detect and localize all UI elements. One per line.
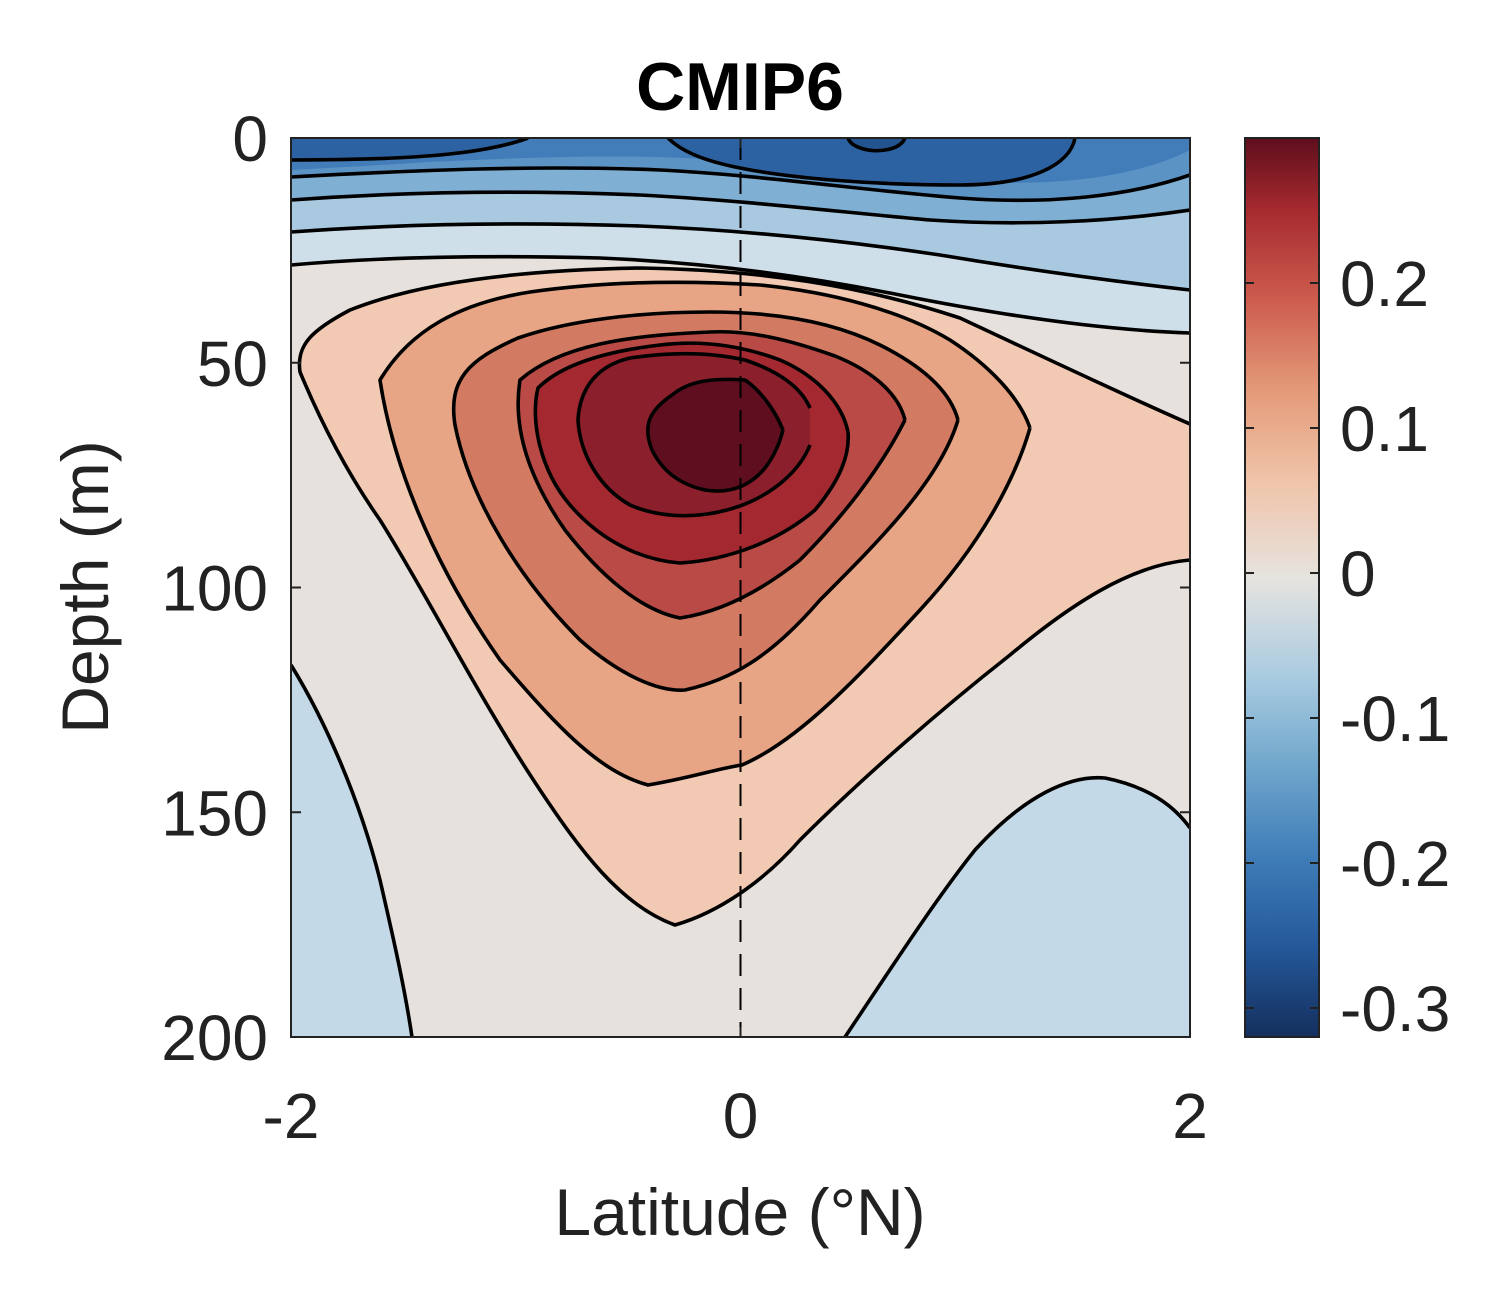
- colorbar-tick-label: -0.3: [1340, 973, 1450, 1045]
- contour-line: [666, 138, 1077, 187]
- colorbar-tick-label: 0: [1340, 538, 1376, 610]
- contour-line: [846, 138, 907, 153]
- contour-line: [297, 266, 1190, 927]
- contour-line: [291, 138, 529, 162]
- contour-line: [646, 377, 785, 493]
- contour-line: [291, 254, 1190, 335]
- y-tick-label: 0: [232, 103, 268, 175]
- y-tick-label: 50: [197, 328, 268, 400]
- y-tick-label: 200: [161, 1002, 268, 1074]
- colorbar-tick-label: 0.2: [1340, 248, 1429, 320]
- x-tick-label: 0: [723, 1080, 759, 1152]
- y-tick-label: 100: [161, 553, 268, 625]
- contour-line: [291, 166, 1190, 203]
- contour-line: [291, 190, 1190, 225]
- contour-band-core: [647, 379, 783, 492]
- chart-title: CMIP6: [636, 49, 844, 125]
- contour-line: [516, 329, 907, 620]
- contour-line: [291, 664, 414, 1037]
- contour-line: [378, 280, 1032, 787]
- contour-band-deep-right: [845, 777, 1190, 1037]
- contour-band-surface-6: [291, 138, 528, 160]
- contour-line: [291, 222, 1190, 292]
- contour-line: [533, 341, 851, 565]
- contour-band-surface-7: [668, 138, 1075, 185]
- colorbar-tick-label: 0.1: [1340, 393, 1429, 465]
- colorbar-tick-label: -0.2: [1340, 828, 1450, 900]
- contour-band-deep-left: [291, 665, 412, 1037]
- contour-line: [576, 351, 812, 518]
- y-tick-label: 150: [161, 777, 268, 849]
- colorbar: [1244, 137, 1320, 1038]
- x-axis-label: Latitude (°N): [554, 1175, 925, 1249]
- contour-line: [843, 775, 1190, 1037]
- x-tick-label: -2: [263, 1080, 320, 1152]
- x-tick-label: 2: [1172, 1080, 1208, 1152]
- axis-ticks: -2 0 2 0 50 100 150 200: [161, 103, 1208, 1152]
- contour-line: [451, 310, 960, 692]
- colorbar-tick-label: -0.1: [1340, 683, 1450, 755]
- y-axis-label: Depth (m): [48, 440, 122, 733]
- contour-line-layer: [291, 138, 1190, 1037]
- colorbar-ticks: -0.3 -0.2 -0.1 0 0.1 0.2: [1245, 248, 1450, 1045]
